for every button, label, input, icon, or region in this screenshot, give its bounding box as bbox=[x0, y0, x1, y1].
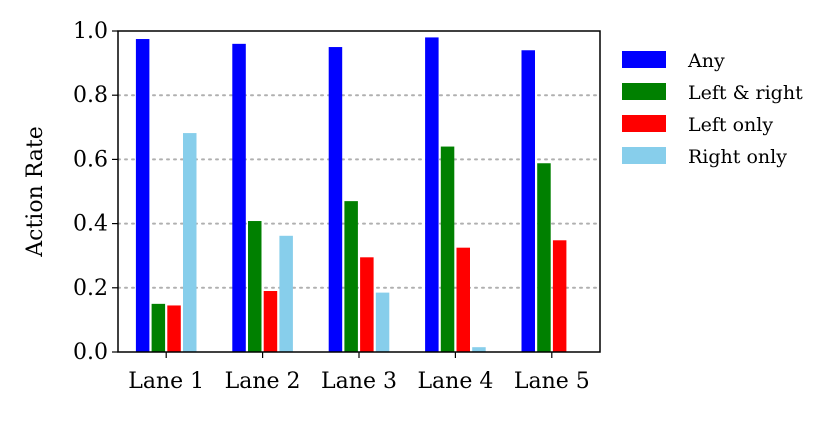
bar bbox=[472, 347, 486, 352]
grid-lines bbox=[117, 94, 601, 289]
bar bbox=[521, 50, 535, 352]
legend-swatch bbox=[622, 83, 666, 100]
bars bbox=[135, 37, 567, 353]
y-axis-title: Action Rate bbox=[23, 126, 48, 258]
bar bbox=[279, 235, 293, 352]
legend-swatch bbox=[622, 147, 666, 164]
x-tick-label: Lane 1 bbox=[128, 369, 204, 394]
y-tick-label: 1.0 bbox=[73, 19, 108, 44]
y-tick-label: 0.0 bbox=[73, 340, 108, 365]
legend-label: Right only bbox=[688, 146, 787, 168]
y-tick-label: 0.8 bbox=[73, 83, 108, 108]
bar bbox=[425, 37, 439, 353]
bar bbox=[263, 291, 278, 352]
bar bbox=[552, 240, 567, 352]
y-tick-label: 0.2 bbox=[73, 276, 108, 301]
y-axis: 0.0 0.2 0.4 0.6 0.8 1.0 bbox=[73, 19, 118, 365]
x-tick-label: Lane 4 bbox=[417, 369, 493, 394]
bar bbox=[135, 39, 150, 353]
x-tick-label: Lane 3 bbox=[321, 369, 397, 394]
bar bbox=[344, 201, 358, 352]
y-tick-label: 0.6 bbox=[73, 147, 108, 172]
legend-label: Left only bbox=[688, 114, 773, 136]
bar bbox=[167, 305, 181, 352]
x-tick-label: Lane 2 bbox=[225, 369, 301, 394]
bar bbox=[248, 221, 262, 352]
bar bbox=[183, 133, 197, 352]
bar bbox=[537, 163, 551, 352]
bar bbox=[456, 247, 470, 352]
bar bbox=[328, 47, 343, 353]
x-tick-label: Lane 5 bbox=[514, 369, 590, 394]
bar bbox=[375, 292, 390, 352]
bar bbox=[151, 303, 166, 352]
legend-swatch bbox=[622, 51, 666, 68]
y-tick-label: 0.4 bbox=[73, 212, 108, 237]
bar bbox=[440, 146, 455, 352]
bar bbox=[232, 43, 246, 353]
legend-label: Left & right bbox=[688, 82, 803, 104]
x-axis: Lane 1 Lane 2 Lane 3 Lane 4 Lane 5 bbox=[128, 352, 590, 394]
legend-swatch bbox=[622, 115, 666, 132]
legend: Any Left & right Left only Right only bbox=[622, 50, 803, 168]
legend-label: Any bbox=[687, 50, 725, 72]
bar bbox=[360, 257, 374, 352]
